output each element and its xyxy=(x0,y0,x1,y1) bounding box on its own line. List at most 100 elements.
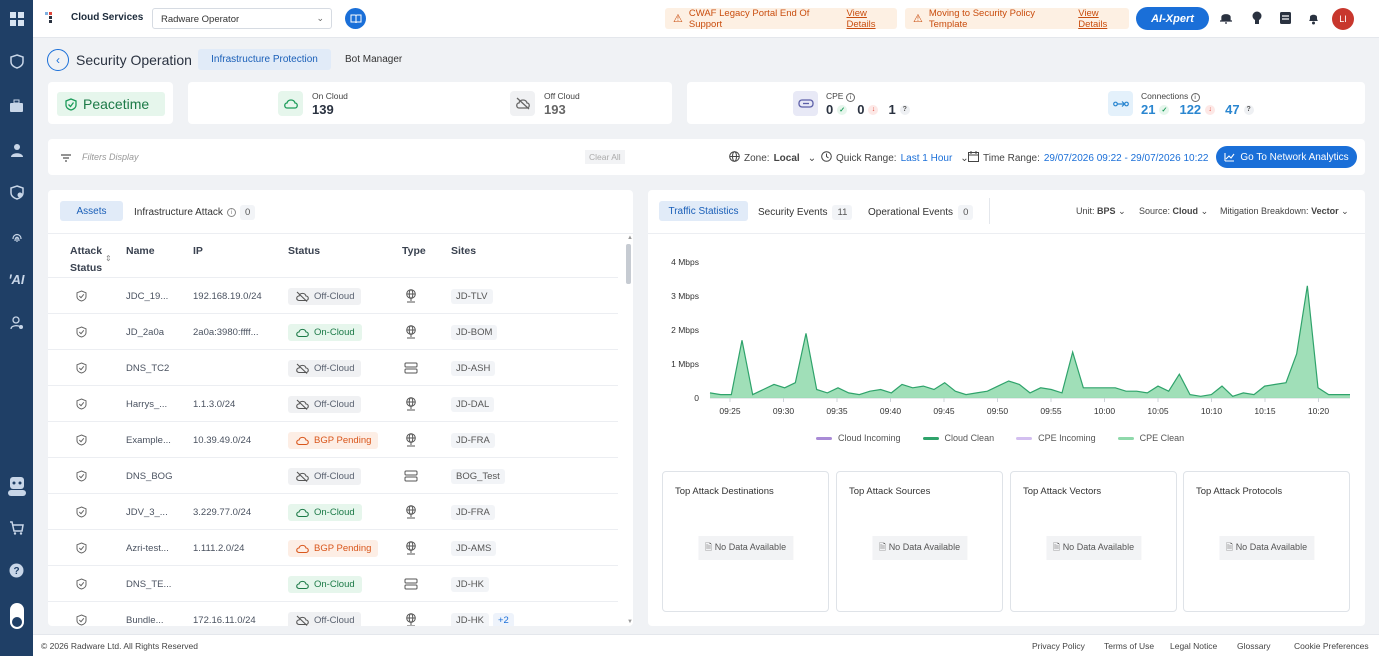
legend-item[interactable]: CPE Clean xyxy=(1117,433,1184,443)
column-ip[interactable]: IP xyxy=(193,245,203,257)
user-settings-icon[interactable] xyxy=(7,313,26,332)
legend-item[interactable]: Cloud Clean xyxy=(922,433,994,443)
off-cloud-count[interactable]: 193 xyxy=(544,102,566,117)
asset-name[interactable]: JDV_3_... xyxy=(126,506,168,518)
table-row[interactable]: DNS_TC2 Off-Cloud JD-ASH xyxy=(48,350,618,386)
tab-operational-events[interactable]: Operational Events 0 xyxy=(868,205,974,220)
sort-icon[interactable]: ⇕ xyxy=(105,254,112,263)
table-row[interactable]: Azri-test... 1.111.2.0/24 BGP Pending JD-AM… xyxy=(48,530,618,566)
privacy-policy-link[interactable]: Privacy Policy xyxy=(1032,641,1085,651)
traffic-chart[interactable]: 0 1 Mbps 2 Mbps 3 Mbps 4 Mbps 09:25 09:30 09:35… xyxy=(648,245,1365,455)
lightbulb-icon[interactable] xyxy=(1251,11,1263,29)
go-to-network-analytics-button[interactable]: Go To Network Analytics xyxy=(1216,146,1357,168)
quick-range-select[interactable]: Quick Range: Last 1 Hour ⌄ xyxy=(821,151,969,165)
asset-name[interactable]: Example... xyxy=(126,434,171,446)
table-row[interactable]: JDV_3_... 3.229.77.0/24 On-Cloud JD-FRA xyxy=(48,494,618,530)
info-icon[interactable]: i xyxy=(226,208,236,217)
table-row[interactable]: JD_2a0a 2a0a:3980:ffff... On-Cloud JD-BOM xyxy=(48,314,618,350)
clear-all-button[interactable]: Clear All xyxy=(585,150,625,164)
briefcase-icon[interactable] xyxy=(7,96,26,115)
connections-ok-count[interactable]: 21 xyxy=(1141,102,1156,117)
column-type[interactable]: Type xyxy=(402,245,426,257)
mitigation-breakdown-select[interactable]: Mitigation Breakdown: Vector ⌄ xyxy=(1220,206,1349,217)
asset-name[interactable]: DNS_TE... xyxy=(126,578,172,590)
asset-name[interactable]: DNS_BOG xyxy=(126,470,173,482)
help-icon[interactable]: ? xyxy=(7,561,26,580)
legend-item[interactable]: Cloud Incoming xyxy=(816,433,901,443)
table-row[interactable]: DNS_BOG Off-Cloud BOG_Test xyxy=(48,458,618,494)
bell-icon[interactable] xyxy=(1307,11,1320,28)
unit-select[interactable]: Unit: BPS ⌄ xyxy=(1076,206,1126,217)
asset-name[interactable]: Bundle... xyxy=(126,614,164,626)
account-select[interactable]: Radware Operator ⌄ xyxy=(152,8,332,29)
table-row[interactable]: Bundle... 172.16.11.0/24 Off-Cloud JD-HK +2 xyxy=(48,602,618,626)
column-sites[interactable]: Sites xyxy=(451,245,477,257)
book-icon[interactable] xyxy=(345,8,366,29)
x-tick-label: 10:10 xyxy=(1201,406,1223,416)
tab-infrastructure-attack[interactable]: Infrastructure Attack i 0 xyxy=(134,205,256,220)
filter-icon[interactable] xyxy=(61,153,71,165)
tab-security-events[interactable]: Security Events 11 xyxy=(758,205,853,220)
asset-name[interactable]: Azri-test... xyxy=(126,542,169,554)
chevron-down-icon: ⌄ xyxy=(960,152,969,164)
table-scrollbar[interactable]: ▲ ▼ xyxy=(626,235,633,625)
apps-grid-icon[interactable] xyxy=(7,9,26,28)
radware-logo-icon xyxy=(45,12,59,27)
glossary-link[interactable]: Glossary xyxy=(1237,641,1271,651)
tab-bot-manager[interactable]: Bot Manager xyxy=(345,54,403,65)
cpe-unknown-count[interactable]: 1 xyxy=(888,102,896,117)
cpe-down-count[interactable]: 0 xyxy=(857,102,865,117)
cookie-preferences-link[interactable]: Cookie Preferences xyxy=(1294,641,1369,651)
shield-icon[interactable] xyxy=(7,52,26,71)
chevron-down-icon: ⌄ xyxy=(316,13,324,23)
user-avatar[interactable]: LI xyxy=(1332,8,1354,30)
filters-display-input[interactable]: Filters Display xyxy=(82,152,139,162)
legend-item[interactable]: CPE Incoming xyxy=(1016,433,1096,443)
ai-xpert-button[interactable]: AI-Xpert xyxy=(1136,7,1209,30)
source-value: Cloud xyxy=(1172,206,1199,216)
user-icon[interactable] xyxy=(7,140,26,159)
status-badge-label: On-Cloud xyxy=(314,578,355,590)
x-tick-label: 09:35 xyxy=(826,406,848,416)
terms-of-use-link[interactable]: Terms of Use xyxy=(1104,641,1155,651)
more-sites-badge[interactable]: +2 xyxy=(492,612,514,626)
back-arrow-icon[interactable]: ‹ xyxy=(47,49,69,71)
shield-settings-icon[interactable] xyxy=(7,183,26,202)
connections-down-count[interactable]: 122 xyxy=(1179,102,1202,117)
tab-infrastructure-protection[interactable]: Infrastructure Protection xyxy=(198,49,331,70)
on-cloud-count[interactable]: 139 xyxy=(312,102,334,117)
tab-assets[interactable]: Assets xyxy=(60,201,123,221)
cloud-icon xyxy=(296,508,309,517)
asset-name[interactable]: JD_2a0a xyxy=(126,326,165,338)
asset-name[interactable]: DNS_TC2 xyxy=(126,362,170,374)
table-row[interactable]: Harrys_... 1.1.3.0/24 Off-Cloud JD-DAL xyxy=(48,386,618,422)
fingerprint-icon[interactable] xyxy=(7,227,26,246)
column-attack-status-line2[interactable]: Status xyxy=(70,262,103,274)
notifications-bell-icon[interactable] xyxy=(1219,11,1233,28)
column-name[interactable]: Name xyxy=(126,245,155,257)
column-status[interactable]: Status xyxy=(288,245,321,257)
new-feature-icon[interactable] xyxy=(7,476,26,496)
alert-view-details-link[interactable]: View Details xyxy=(846,7,876,30)
time-range-select[interactable]: Time Range: 29/07/2026 09:22 - 29/07/2026… xyxy=(968,151,1208,165)
asset-name[interactable]: JDC_19... xyxy=(126,290,169,302)
document-icon[interactable] xyxy=(1279,11,1292,28)
ai-icon[interactable]: ꞌAI xyxy=(8,272,25,287)
table-row[interactable]: DNS_TE... On-Cloud JD-HK xyxy=(48,566,618,602)
cpe-ok-count[interactable]: 0 xyxy=(826,102,834,117)
cart-icon[interactable] xyxy=(7,518,26,537)
table-row[interactable]: Example... 10.39.49.0/24 BGP Pending JD-FRA xyxy=(48,422,618,458)
zone-select[interactable]: Zone: Local ⌄ xyxy=(729,151,816,165)
tab-traffic-statistics[interactable]: Traffic Statistics xyxy=(659,201,748,221)
column-attack-status[interactable]: Attack xyxy=(70,245,103,257)
toggle-icon[interactable] xyxy=(7,601,26,631)
table-row[interactable]: JDC_19... 192.168.19.0/24 Off-Cloud JD-TLV xyxy=(48,278,618,314)
info-icon[interactable]: i xyxy=(845,93,855,102)
legal-notice-link[interactable]: Legal Notice xyxy=(1170,641,1218,651)
alert-view-details-link[interactable]: View Details xyxy=(1078,7,1108,30)
connections-unknown-count[interactable]: 47 xyxy=(1225,102,1240,117)
info-icon[interactable]: i xyxy=(1190,93,1200,102)
asset-name[interactable]: Harrys_... xyxy=(126,398,168,410)
top-attack-box-title: Top Attack Destinations xyxy=(675,486,774,497)
source-select[interactable]: Source: Cloud ⌄ xyxy=(1139,206,1208,217)
